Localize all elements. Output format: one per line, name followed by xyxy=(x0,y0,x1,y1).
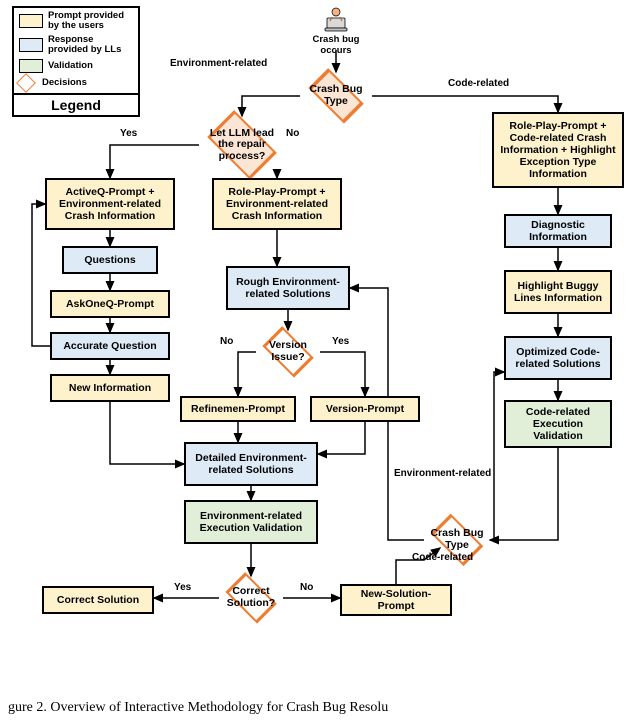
node-label: Refinemen-Prompt xyxy=(191,403,285,415)
node-b_questions: Questions xyxy=(62,246,158,274)
edge-label: Yes xyxy=(120,128,137,139)
edge-label: Environment-related xyxy=(394,468,491,479)
node-b_code_valid: Code-related Execution Validation xyxy=(504,400,612,448)
node-label: Version Issue? xyxy=(256,340,320,363)
node-d_version: Version Issue? xyxy=(256,332,320,372)
node-d_correct: Correct Solution? xyxy=(219,578,283,618)
node-d_lead: Let LLM lead the repair process? xyxy=(199,118,285,172)
edge-label: Environment-related xyxy=(170,58,267,69)
node-label: Code-related Execution Validation xyxy=(510,406,606,442)
person-laptop-icon xyxy=(319,6,353,32)
edge-b_newinfo-b_detailed xyxy=(110,402,184,464)
node-label: New-Solution-Prompt xyxy=(346,588,446,612)
node-label: ActiveQ-Prompt + Environment-related Cra… xyxy=(51,186,169,222)
legend-swatch-blue xyxy=(19,38,43,52)
crash-bug-label: Crash bug occurs xyxy=(302,34,370,56)
edge-d_version-b_version xyxy=(320,352,365,396)
node-b_detailed: Detailed Environment-related Solutions xyxy=(184,442,318,486)
node-b_activeq: ActiveQ-Prompt + Environment-related Cra… xyxy=(45,178,175,230)
edge-label: Code-related xyxy=(448,78,509,89)
node-b_newinfo: New Information xyxy=(50,374,170,402)
node-label: Optimized Code-related Solutions xyxy=(510,346,606,370)
node-label: Environment-related Execution Validation xyxy=(190,510,312,534)
legend-item-green: Validation xyxy=(19,59,133,73)
edge-d_crash_type1-b_roleplay_code xyxy=(372,96,558,112)
legend-item-diamond: Decisions xyxy=(19,76,133,90)
edge-d_lead-b_activeq xyxy=(110,145,199,178)
legend-text-diamond: Decisions xyxy=(42,78,87,88)
edge-b_version-b_detailed xyxy=(318,422,365,454)
edge-label: No xyxy=(220,336,233,347)
node-b_refine: Refinemen-Prompt xyxy=(180,396,296,422)
edge-label: No xyxy=(300,582,313,593)
edge-d_crash_type1-d_lead xyxy=(242,96,300,116)
node-b_roleplay_code: Role-Play-Prompt + Code-related Crash In… xyxy=(492,112,624,188)
node-label: Highlight Buggy Lines Information xyxy=(510,280,606,304)
node-label: Crash Bug Type xyxy=(424,528,490,551)
node-label: Role-Play-Prompt + Environment-related C… xyxy=(218,186,336,222)
node-label: Rough Environment-related Solutions xyxy=(232,276,344,300)
node-b_correct_sol: Correct Solution xyxy=(42,586,154,614)
node-b_roleplay_env: Role-Play-Prompt + Environment-related C… xyxy=(212,178,342,230)
edge-label: Yes xyxy=(174,582,191,593)
node-b_version: Version-Prompt xyxy=(310,396,420,422)
edge-label: Yes xyxy=(332,336,349,347)
node-b_newsol: New-Solution-Prompt xyxy=(340,584,452,616)
legend-swatch-diamond xyxy=(16,73,36,93)
node-b_diag: Diagnostic Information xyxy=(504,214,612,248)
node-b_askoneq: AskOneQ-Prompt xyxy=(50,290,170,318)
node-label: Let LLM lead the repair process? xyxy=(199,128,285,163)
node-d_crash_type1: Crash Bug Type xyxy=(300,76,372,116)
figure-caption: gure 2. Overview of Interactive Methodol… xyxy=(8,700,388,716)
legend-item-yellow: Prompt provided by the users xyxy=(19,11,133,32)
edge-label: Code-related xyxy=(412,552,473,563)
legend-swatch-yellow xyxy=(19,14,43,28)
edge-d_version-b_refine xyxy=(238,352,256,396)
node-label: Correct Solution? xyxy=(219,586,283,609)
legend-text-green: Validation xyxy=(48,61,93,71)
edge-d_crash_type2-b_optcode xyxy=(490,372,504,540)
node-label: Accurate Question xyxy=(63,340,156,352)
node-label: Version-Prompt xyxy=(326,403,404,415)
node-b_optcode: Optimized Code-related Solutions xyxy=(504,336,612,380)
node-label: New Information xyxy=(69,382,151,394)
legend-item-blue: Response provided by LLs xyxy=(19,35,133,56)
node-label: Crash Bug Type xyxy=(300,84,372,107)
node-b_buggy: Highlight Buggy Lines Information xyxy=(504,270,612,314)
legend-title: Legend xyxy=(14,93,138,115)
edge-label: No xyxy=(286,128,299,139)
node-label: Role-Play-Prompt + Code-related Crash In… xyxy=(498,120,618,180)
legend-swatch-green xyxy=(19,59,43,73)
node-label: AskOneQ-Prompt xyxy=(66,298,154,310)
node-label: Detailed Environment-related Solutions xyxy=(190,452,312,476)
node-b_rough: Rough Environment-related Solutions xyxy=(226,266,350,310)
node-b_accurateq: Accurate Question xyxy=(50,332,170,360)
legend-text-blue: Response provided by LLs xyxy=(48,35,133,56)
flowchart-canvas: Prompt provided by the users Response pr… xyxy=(0,0,640,695)
node-label: Correct Solution xyxy=(57,594,139,606)
legend-text-yellow: Prompt provided by the users xyxy=(48,11,133,32)
node-b_env_valid: Environment-related Execution Validation xyxy=(184,500,318,544)
crash-bug-icon: Crash bug occurs xyxy=(302,6,370,56)
node-label: Diagnostic Information xyxy=(510,219,606,243)
legend: Prompt provided by the users Response pr… xyxy=(12,6,140,117)
node-label: Questions xyxy=(84,254,135,266)
edge-b_code_valid-d_crash_type2 xyxy=(490,448,558,540)
